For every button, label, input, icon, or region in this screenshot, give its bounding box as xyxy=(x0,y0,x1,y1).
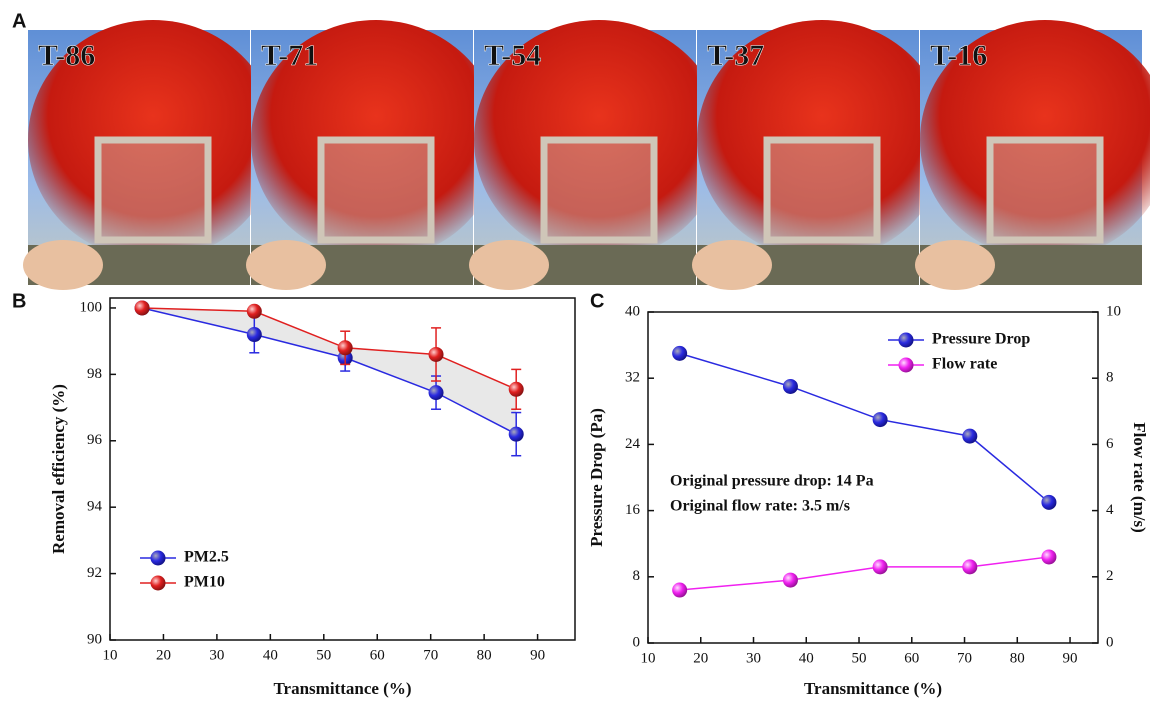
photo-label: T-16 xyxy=(930,39,987,72)
legend-label: Flow rate xyxy=(932,356,997,373)
point xyxy=(508,381,524,397)
x-tick-label: 70 xyxy=(957,650,972,666)
x-tick-label: 40 xyxy=(799,650,814,666)
x-tick-label: 60 xyxy=(904,650,919,666)
point xyxy=(508,426,524,442)
x-tick-label: 30 xyxy=(746,650,761,666)
x-tick-label: 50 xyxy=(316,647,331,663)
x-tick-label: 60 xyxy=(370,647,385,663)
y-tick-label: 100 xyxy=(80,299,103,315)
x-axis-label: Transmittance (%) xyxy=(273,679,411,698)
x-tick-label: 70 xyxy=(423,647,438,663)
point xyxy=(782,572,798,588)
y-tick-label: 92 xyxy=(87,565,102,581)
plot-frame xyxy=(647,311,1099,644)
legend-label: Pressure Drop xyxy=(932,331,1030,348)
x-tick-label: 80 xyxy=(1010,650,1025,666)
photo-label: T-86 xyxy=(38,39,95,72)
legend-label: PM2.5 xyxy=(184,549,229,566)
x-axis-label: Transmittance (%) xyxy=(804,679,942,698)
y-tick-label: 8 xyxy=(633,568,641,584)
legend-marker xyxy=(150,575,166,591)
point xyxy=(962,428,978,444)
photo-label: T-54 xyxy=(484,39,541,72)
x-tick-label: 20 xyxy=(156,647,171,663)
x-tick-label: 90 xyxy=(530,647,545,663)
x-tick-label: 90 xyxy=(1063,650,1078,666)
x-tick-label: 80 xyxy=(477,647,492,663)
y-axis-label: Pressure Drop (Pa) xyxy=(587,408,606,547)
panel-label: C xyxy=(590,290,604,312)
point xyxy=(782,378,798,394)
legend-marker xyxy=(898,357,914,373)
y2-tick-label: 0 xyxy=(1106,634,1114,650)
point xyxy=(872,559,888,575)
photo-label: T-71 xyxy=(261,39,318,72)
y2-tick-label: 6 xyxy=(1106,436,1114,452)
legend-marker xyxy=(898,332,914,348)
panel-label: A xyxy=(12,10,26,32)
y-tick-label: 96 xyxy=(87,432,103,448)
x-tick-label: 40 xyxy=(263,647,278,663)
y-axis-label: Removal efficiency (%) xyxy=(49,384,68,554)
x-tick-label: 10 xyxy=(641,650,656,666)
y2-axis-label: Flow rate (m/s) xyxy=(1130,422,1149,532)
y-tick-label: 0 xyxy=(633,634,641,650)
y2-tick-label: 4 xyxy=(1106,502,1114,518)
point xyxy=(428,346,444,362)
fill-between xyxy=(142,307,517,435)
y2-tick-label: 2 xyxy=(1106,568,1114,584)
panel-label: B xyxy=(12,290,26,312)
point xyxy=(672,582,688,598)
point xyxy=(872,412,888,428)
y-tick-label: 90 xyxy=(87,631,102,647)
point xyxy=(337,340,353,356)
legend-marker xyxy=(150,550,166,566)
point xyxy=(672,345,688,361)
annotation: Original flow rate: 3.5 m/s xyxy=(670,498,850,515)
plot-frame xyxy=(109,297,576,641)
point xyxy=(962,559,978,575)
y-tick-label: 24 xyxy=(625,436,641,452)
point xyxy=(134,300,150,316)
y-tick-label: 98 xyxy=(87,366,102,382)
point xyxy=(1041,549,1057,565)
y-tick-label: 94 xyxy=(87,499,103,515)
x-tick-label: 20 xyxy=(693,650,708,666)
annotation: Original pressure drop: 14 Pa xyxy=(670,473,874,490)
x-tick-label: 30 xyxy=(209,647,224,663)
y-tick-label: 16 xyxy=(625,502,641,518)
x-tick-label: 50 xyxy=(852,650,867,666)
legend-label: PM10 xyxy=(184,574,225,591)
y2-tick-label: 8 xyxy=(1106,370,1114,386)
x-tick-label: 10 xyxy=(103,647,118,663)
y-tick-label: 32 xyxy=(625,370,640,386)
point xyxy=(246,303,262,319)
point xyxy=(246,327,262,343)
point xyxy=(428,385,444,401)
point xyxy=(1041,494,1057,510)
photo-label: T-37 xyxy=(707,39,764,72)
y-tick-label: 40 xyxy=(625,303,640,319)
series-line xyxy=(679,556,1050,591)
y2-tick-label: 10 xyxy=(1106,303,1121,319)
